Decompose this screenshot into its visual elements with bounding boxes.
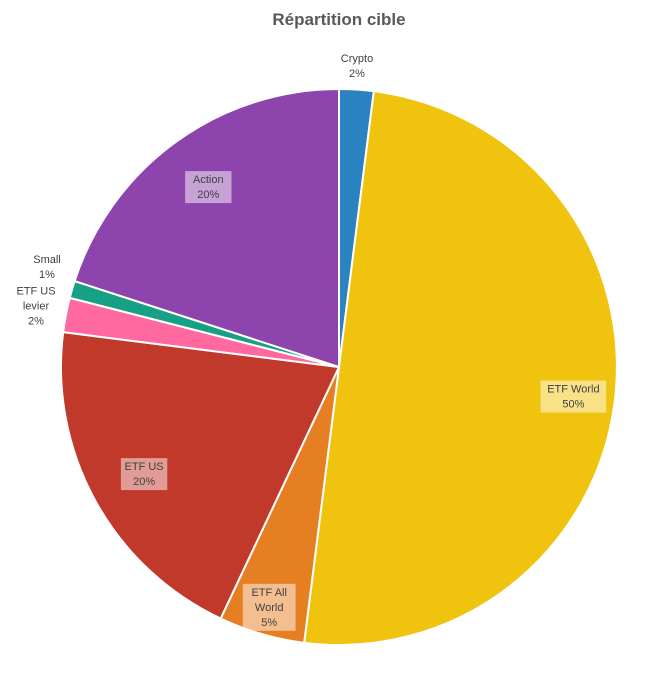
data-label-text: ETF World 50% xyxy=(547,384,599,411)
data-label-box xyxy=(242,583,296,631)
data-label-text: ETF US levier 2% xyxy=(16,286,55,328)
data-label-text: Crypto 2% xyxy=(341,53,373,80)
data-label-etf-us: ETF US 20% xyxy=(120,458,168,491)
data-label-box xyxy=(120,458,168,491)
slice-action xyxy=(73,87,340,369)
slice-etf-world xyxy=(303,90,619,646)
data-label-etf-all-world: ETF All World 5% xyxy=(242,583,296,631)
pie-labels: Crypto 2% ETF World 50% ETF All World 5% ETF US… xyxy=(16,53,607,631)
data-label-box xyxy=(185,171,232,204)
data-label-etf-us-levier: ETF US levier 2% xyxy=(16,286,55,328)
data-label-text: Action 20% xyxy=(193,174,224,201)
data-label-etf-world: ETF World 50% xyxy=(540,380,607,413)
data-label-small: Small 1% xyxy=(33,254,61,281)
data-label-crypto: Crypto 2% xyxy=(341,53,373,80)
slice-etf-us xyxy=(60,331,341,620)
data-label-text: ETF All World 5% xyxy=(251,587,286,629)
data-label-box xyxy=(540,380,607,413)
chart-title: Répartition cible xyxy=(272,10,405,29)
data-label-text: Small 1% xyxy=(33,254,61,281)
pie-slices xyxy=(60,87,619,646)
data-label-text: ETF US 20% xyxy=(125,461,164,488)
data-label-action: Action 20% xyxy=(185,171,232,204)
